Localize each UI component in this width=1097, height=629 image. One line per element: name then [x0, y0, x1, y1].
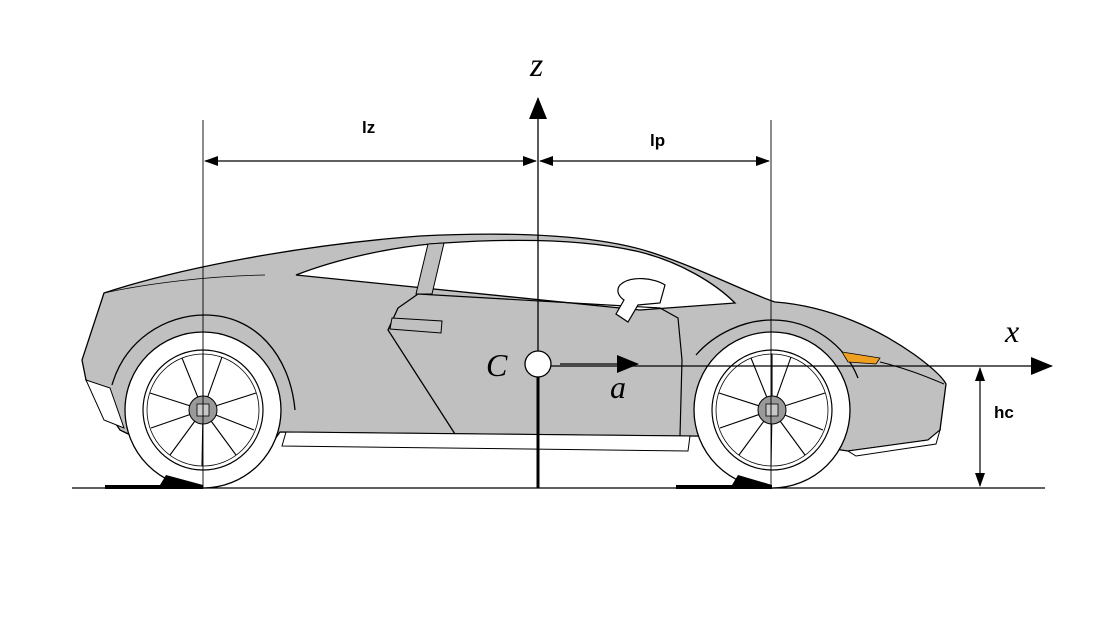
lp-label: lp: [650, 131, 665, 150]
side-mirror: [615, 278, 666, 323]
z-axis-label: z: [529, 47, 543, 84]
lz-label: lz: [362, 118, 375, 137]
rear-wheel-arch: [111, 314, 296, 411]
air-intake: [389, 317, 443, 334]
front-contact-marker: [676, 475, 772, 489]
rear-contact-marker: [105, 475, 203, 489]
front-wheel: [693, 331, 851, 489]
center-label: C: [486, 347, 508, 383]
center-of-gravity-marker: [524, 350, 552, 378]
front-indicator: [841, 351, 881, 365]
acceleration-label: a: [610, 369, 626, 405]
x-axis-label: x: [1004, 313, 1019, 349]
hc-label: hc: [994, 403, 1014, 422]
